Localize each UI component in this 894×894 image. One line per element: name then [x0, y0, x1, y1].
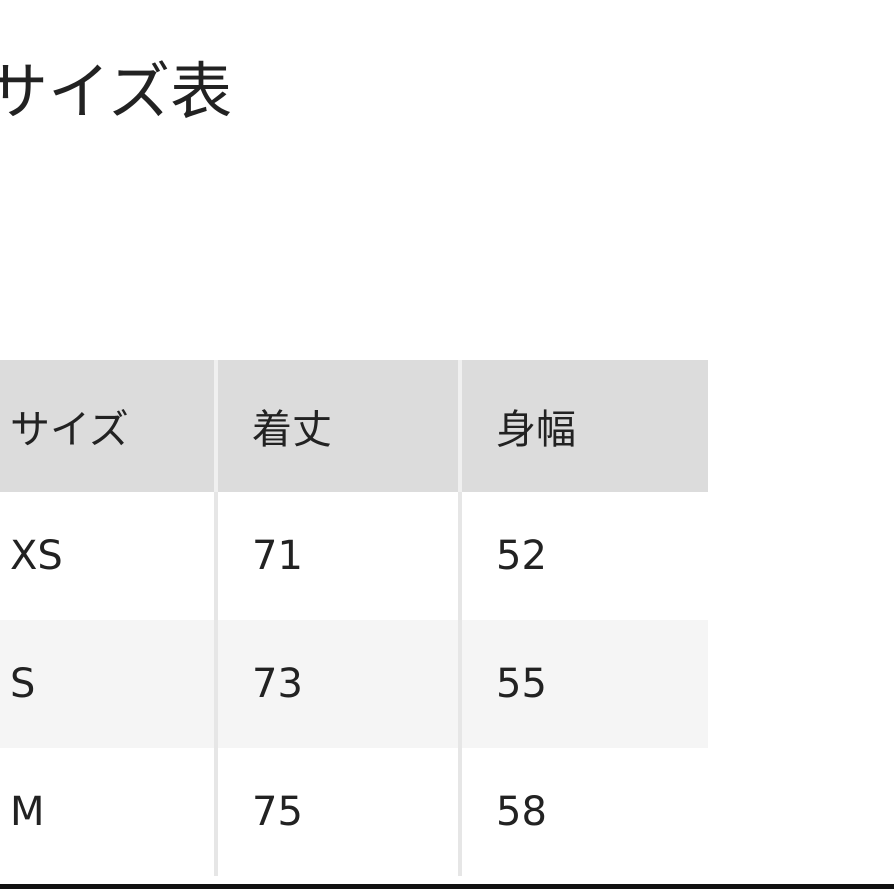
header-width: 身幅	[462, 360, 708, 492]
header-length: 着丈	[218, 360, 462, 492]
bottom-divider	[0, 884, 894, 889]
cell-width: 58	[496, 789, 547, 835]
cell-size: M	[0, 748, 218, 876]
cell-length: 71	[218, 492, 462, 620]
cell-width: 55	[462, 620, 708, 748]
cell-width: 52	[496, 533, 547, 579]
page-title: サイズ表	[0, 55, 233, 128]
cell-length: 75	[218, 748, 462, 876]
table-row: S 73 55	[0, 620, 708, 748]
table-row: M 75 58	[0, 748, 708, 876]
table-header-row: サイズ 着丈 身幅	[0, 360, 708, 492]
cell-length: 73	[218, 620, 462, 748]
size-table: サイズ 着丈 身幅 XS 71 52 S 73 55 M 75 58	[0, 360, 708, 876]
cell-size: XS	[0, 492, 218, 620]
cell-size: S	[0, 620, 218, 748]
header-size: サイズ	[0, 360, 218, 492]
table-row: XS 71 52	[0, 492, 708, 620]
